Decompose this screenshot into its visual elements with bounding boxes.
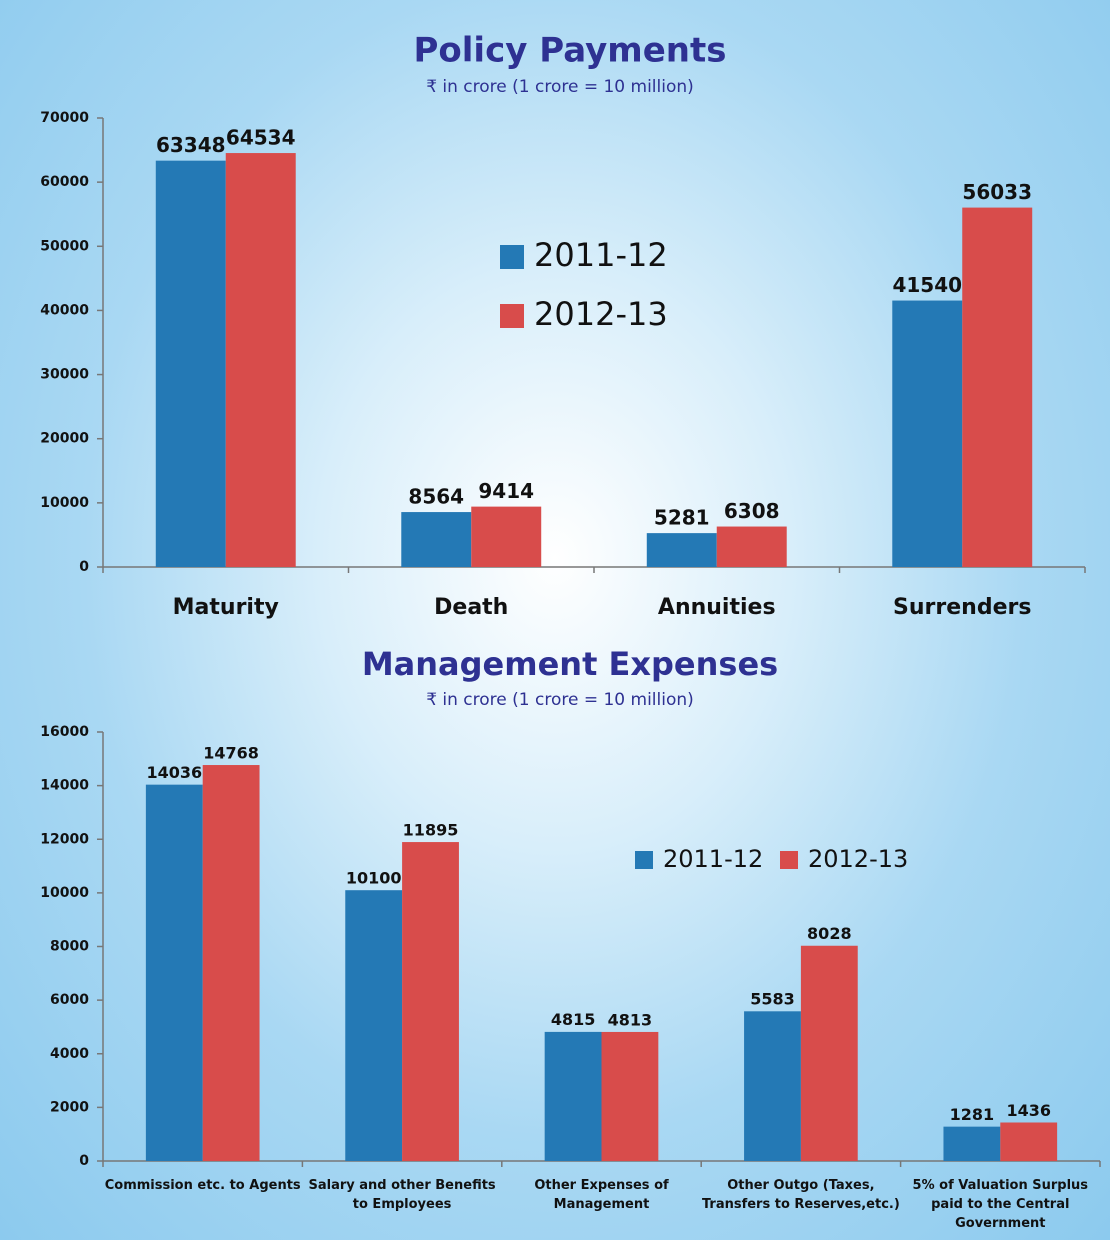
y-tick-label: 50000 bbox=[40, 238, 89, 254]
x-tick-label: Other Outgo (Taxes, Transfers to Reserve… bbox=[701, 1178, 900, 1212]
x-tick-label: 5% of Valuation Surplus paid to the Cent… bbox=[912, 1178, 1089, 1231]
y-tick-label: 40000 bbox=[40, 302, 89, 318]
bar bbox=[202, 765, 260, 1161]
y-tick-label: 2000 bbox=[50, 1099, 89, 1115]
bar bbox=[800, 945, 858, 1161]
y-tick-label: 70000 bbox=[40, 110, 89, 126]
chart-title: Management Expenses bbox=[362, 645, 778, 683]
bar bbox=[892, 300, 963, 567]
bar bbox=[155, 160, 226, 567]
value-label: 64534 bbox=[226, 126, 296, 150]
legend-label: 2011-12 bbox=[534, 236, 668, 274]
y-tick-label: 14000 bbox=[40, 778, 89, 794]
chart-title: Policy Payments bbox=[414, 31, 727, 71]
bar bbox=[646, 533, 717, 567]
legend-swatch bbox=[500, 304, 524, 328]
value-label: 8028 bbox=[807, 924, 852, 943]
legend-swatch bbox=[500, 245, 524, 269]
x-tick-label: Commission etc. to Agents bbox=[104, 1178, 301, 1193]
y-tick-label: 4000 bbox=[50, 1046, 89, 1062]
x-tick-label: Death bbox=[434, 595, 509, 620]
bar bbox=[744, 1011, 801, 1161]
value-label: 5583 bbox=[750, 990, 795, 1009]
y-tick-label: 16000 bbox=[40, 724, 89, 740]
bar bbox=[471, 506, 542, 567]
value-label: 5281 bbox=[654, 506, 710, 530]
value-label: 63348 bbox=[156, 133, 226, 157]
bar bbox=[402, 842, 459, 1161]
value-label: 14036 bbox=[146, 763, 202, 782]
bar bbox=[962, 207, 1033, 568]
value-label: 4815 bbox=[551, 1010, 596, 1029]
y-tick-label: 30000 bbox=[40, 367, 89, 383]
bar bbox=[544, 1031, 602, 1161]
chart-subtitle: ₹ in crore (1 crore = 10 million) bbox=[426, 690, 694, 710]
value-label: 6308 bbox=[724, 499, 780, 523]
value-label: 10100 bbox=[346, 868, 402, 887]
x-tick-label: Annuities bbox=[657, 595, 776, 620]
bar bbox=[1000, 1122, 1058, 1161]
y-tick-label: 0 bbox=[79, 559, 89, 575]
x-tick-label: Salary and other Benefits to Employees bbox=[308, 1178, 496, 1212]
value-label: 56033 bbox=[962, 180, 1032, 204]
y-tick-label: 12000 bbox=[40, 831, 89, 847]
value-label: 4813 bbox=[608, 1010, 653, 1029]
y-tick-label: 6000 bbox=[50, 992, 89, 1008]
value-label: 14768 bbox=[203, 743, 259, 762]
legend-swatch bbox=[635, 851, 653, 869]
x-tick-label: Surrenders bbox=[893, 595, 1032, 620]
x-tick-label: Other Expenses of Management bbox=[534, 1178, 669, 1212]
legend-label: 2011-12 bbox=[663, 845, 763, 873]
x-tick-label: Maturity bbox=[172, 595, 279, 620]
bar bbox=[401, 512, 472, 567]
y-tick-label: 60000 bbox=[40, 174, 89, 190]
chart-subtitle: ₹ in crore (1 crore = 10 million) bbox=[426, 77, 694, 97]
bar bbox=[145, 784, 203, 1161]
bar bbox=[716, 526, 787, 567]
value-label: 11895 bbox=[403, 820, 459, 839]
y-tick-label: 10000 bbox=[40, 885, 89, 901]
legend-label: 2012-13 bbox=[808, 845, 908, 873]
value-label: 1281 bbox=[950, 1105, 995, 1124]
bar bbox=[601, 1031, 659, 1161]
value-label: 9414 bbox=[478, 479, 534, 503]
legend-label: 2012-13 bbox=[534, 295, 668, 333]
y-tick-label: 10000 bbox=[40, 495, 89, 511]
bar bbox=[943, 1126, 1001, 1161]
value-label: 41540 bbox=[892, 273, 962, 297]
y-tick-label: 20000 bbox=[40, 431, 89, 447]
y-tick-label: 8000 bbox=[50, 939, 89, 955]
value-label: 8564 bbox=[408, 485, 464, 509]
bar bbox=[345, 890, 403, 1161]
value-label: 1436 bbox=[1006, 1101, 1051, 1120]
bar bbox=[225, 153, 296, 567]
legend-swatch bbox=[780, 851, 798, 869]
y-tick-label: 0 bbox=[79, 1153, 89, 1169]
